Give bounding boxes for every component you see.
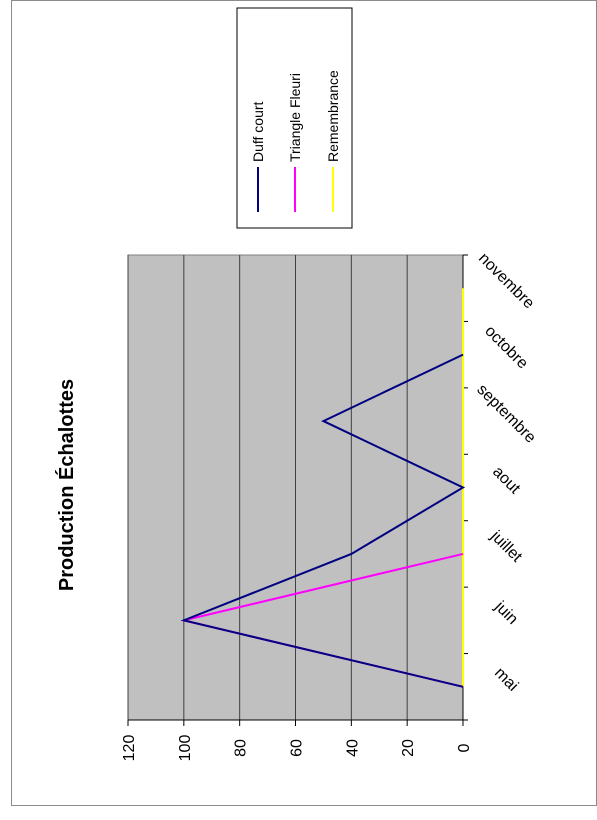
legend: Duff court Triangle Fleuri Remembrance bbox=[236, 7, 353, 229]
value-tick-label: 100 bbox=[177, 735, 194, 762]
grid-lines bbox=[127, 255, 408, 720]
legend-label-0: Duff court bbox=[250, 101, 266, 162]
series-lines bbox=[180, 288, 466, 688]
value-tick-label: 20 bbox=[400, 739, 417, 757]
series-line-0 bbox=[180, 353, 466, 688]
legend-label-1: Triangle Fleuri bbox=[287, 73, 303, 162]
value-tick-label: 40 bbox=[344, 739, 361, 757]
value-tick-label: 0 bbox=[456, 743, 473, 752]
chart-title: Production Échalottes bbox=[55, 379, 78, 591]
value-tick-label: 80 bbox=[233, 739, 250, 757]
value-tick-label: 60 bbox=[289, 739, 306, 757]
legend-label-2: Remembrance bbox=[325, 70, 341, 162]
value-tick-label: 120 bbox=[121, 735, 138, 762]
